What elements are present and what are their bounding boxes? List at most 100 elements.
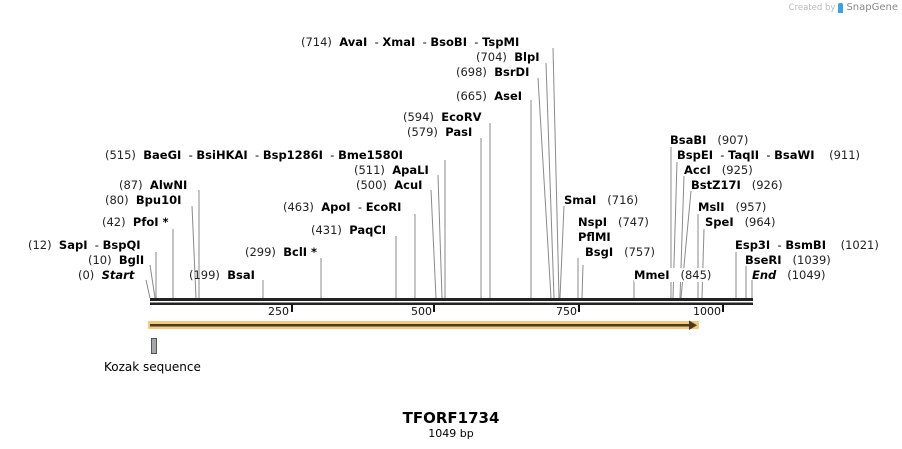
enzyme-name: Bpu10I	[135, 193, 182, 207]
site-position: (698)	[456, 65, 487, 79]
site-position: (579)	[407, 125, 438, 139]
enzyme-name: XmaI	[382, 35, 416, 49]
enzyme-name: BsoBI	[430, 35, 467, 49]
site-label-579[interactable]: (579) PasI	[407, 125, 472, 139]
site-position: (80)	[105, 193, 129, 207]
site-label-594[interactable]: (594) EcoRV	[403, 110, 482, 124]
map-length: 1049 bp	[428, 427, 474, 440]
site-label-757[interactable]: BsgI (757)	[585, 245, 655, 259]
site-label-12[interactable]: (12) SapI - BspQI	[28, 238, 141, 252]
site-label-1039[interactable]: BseRI (1039)	[745, 253, 831, 267]
site-label-463[interactable]: (463) ApoI - EcoRI	[283, 200, 401, 214]
enzyme-name: AlwNI	[149, 178, 188, 192]
enzyme-name: ApaLI	[392, 163, 429, 177]
snapgene-logo-icon	[838, 2, 844, 13]
site-label-42[interactable]: (42) PfoI *	[102, 215, 169, 229]
ruler-ticks	[291, 305, 724, 312]
separator: -	[188, 148, 193, 162]
separator: -	[720, 148, 725, 162]
enzyme-name: Bme1580I	[338, 148, 403, 162]
site-position: (747)	[617, 215, 649, 229]
site-label-80[interactable]: (80) Bpu10I	[105, 193, 181, 207]
site-position: (925)	[721, 163, 753, 177]
separator: -	[255, 148, 260, 162]
separator: -	[474, 35, 479, 49]
site-label-665[interactable]: (665) AseI	[456, 89, 522, 103]
site-label-511[interactable]: (511) ApaLI	[354, 163, 429, 177]
enzyme-name: SmaI	[564, 193, 597, 207]
separator: -	[766, 148, 771, 162]
site-position: (716)	[607, 193, 639, 207]
credit-brand: SnapGene	[846, 2, 898, 13]
site-label-87[interactable]: (87) AlwNI	[119, 178, 187, 192]
map-title: TFORF1734	[402, 409, 500, 427]
site-label-716[interactable]: SmaI (716)	[564, 193, 638, 207]
site-position: (964)	[744, 215, 776, 229]
separator: -	[357, 200, 363, 214]
enzyme-name: BglI	[118, 253, 145, 267]
site-label-431[interactable]: (431) PaqCI	[311, 223, 386, 237]
site-position: (665)	[456, 89, 487, 103]
enzyme-name: ApoI	[321, 200, 351, 214]
enzyme-name: BsaWI	[774, 148, 815, 162]
site-label-515[interactable]: (515) BaeGI - BsiHKAI - Bsp1286I - Bme15…	[105, 148, 403, 162]
site-position: (704)	[476, 50, 507, 64]
backbone-top	[150, 298, 753, 301]
site-label-957[interactable]: MslI (957)	[698, 200, 766, 214]
enzyme-name: PflMI	[578, 230, 611, 244]
site-label-704[interactable]: (704) BlpI	[476, 50, 539, 64]
enzyme-name: BsiHKAI	[196, 148, 248, 162]
site-position: (1039)	[792, 253, 831, 267]
site-position: (511)	[354, 163, 385, 177]
site-label-1021[interactable]: Esp3I - BsmBI (1021)	[735, 238, 879, 252]
enzyme-name: EcoRV	[441, 110, 482, 124]
site-label-299[interactable]: (299) BclI *	[245, 245, 317, 259]
site-label-714[interactable]: (714) AvaI - XmaI - BsoBI - TspMI	[301, 35, 519, 49]
backbone-bottom	[150, 302, 753, 305]
enzyme-name: MmeI	[634, 268, 670, 282]
site-position: (42)	[102, 215, 126, 229]
enzyme-name: TaqII	[728, 148, 760, 162]
enzyme-name: BsaI	[227, 268, 255, 282]
site-position: (957)	[735, 200, 767, 214]
site-label-start[interactable]: (0) Start	[78, 268, 134, 282]
enzyme-name: BspQI	[102, 238, 141, 252]
site-position: (1049)	[787, 268, 826, 282]
orf-arrowhead-icon	[689, 320, 697, 330]
enzyme-name: BaeGI	[143, 148, 182, 162]
separator: -	[777, 238, 782, 252]
enzyme-name: BsaBI	[670, 133, 707, 147]
site-label-964[interactable]: SpeI (964)	[705, 215, 776, 229]
enzyme-name: AccI	[684, 163, 711, 177]
enzyme-name: SapI	[58, 238, 88, 252]
site-label-end[interactable]: End (1049)	[752, 268, 826, 282]
site-label-747[interactable]: NspI (747)	[578, 215, 649, 229]
separator: -	[94, 238, 99, 252]
site-label-199[interactable]: (199) BsaI	[189, 268, 255, 282]
site-position: (926)	[751, 178, 783, 192]
enzyme-name: AseI	[494, 89, 523, 103]
enzyme-name: BlpI	[514, 50, 540, 64]
site-label-698[interactable]: (698) BsrDI	[456, 65, 529, 79]
enzyme-name: BspEI	[677, 148, 713, 162]
site-label-926[interactable]: BstZ17I (926)	[691, 178, 783, 192]
site-label-911[interactable]: BspEI - TaqII - BsaWI (911)	[677, 148, 860, 162]
site-label-10[interactable]: (10) BglI	[88, 253, 144, 267]
kozak-feature-box[interactable]	[151, 338, 157, 354]
site-label-925[interactable]: AccI (925)	[684, 163, 753, 177]
snapgene-credit: Created by SnapGene	[789, 2, 898, 13]
site-label-845[interactable]: MmeI (845)	[634, 268, 712, 282]
kozak-feature-label[interactable]: Kozak sequence	[104, 360, 201, 374]
site-position: (12)	[28, 238, 52, 252]
enzyme-name: PfoI *	[132, 215, 169, 229]
site-label-747-pflmi[interactable]: PflMI	[578, 230, 611, 244]
separator: -	[422, 35, 427, 49]
site-label-907[interactable]: BsaBI (907)	[670, 133, 748, 147]
site-position: (594)	[403, 110, 434, 124]
enzyme-name: BsmBI	[785, 238, 826, 252]
site-position: (199)	[189, 268, 220, 282]
separator: -	[374, 35, 379, 49]
site-label-500[interactable]: (500) AcuI	[356, 178, 422, 192]
enzyme-name: EcoRI	[365, 200, 402, 214]
